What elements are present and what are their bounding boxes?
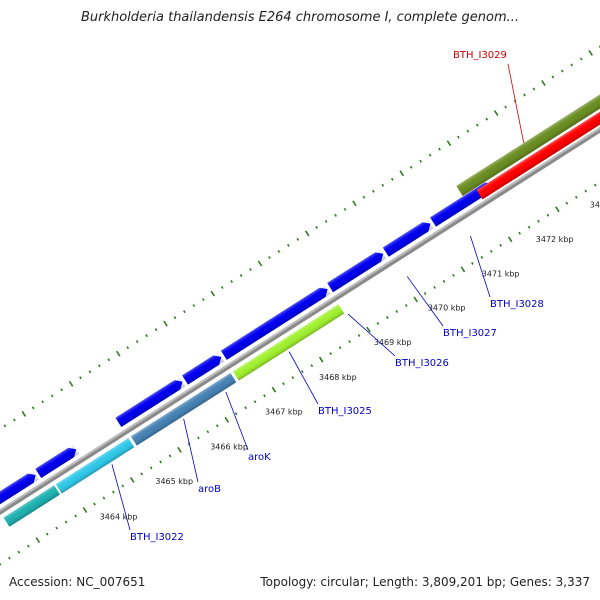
gene-label[interactable]: aroB xyxy=(198,484,221,495)
topology-text: Topology: circular; Length: 3,809,201 bp… xyxy=(260,575,590,589)
leader-line xyxy=(111,464,131,531)
kbp-label: 3464 kbp xyxy=(100,513,138,522)
leader-line xyxy=(288,351,319,405)
map-title: Burkholderia thailandensis E264 chromoso… xyxy=(80,10,520,25)
accession-text: Accession: NC_007651 xyxy=(9,575,146,589)
kbp-label: 3471 kbp xyxy=(482,269,520,278)
kbp-label: 3468 kbp xyxy=(319,373,357,382)
gene-label[interactable]: BTH_I3027 xyxy=(443,328,497,339)
kbp-label: 3466 kbp xyxy=(210,442,248,451)
kbp-label: 3473 kbp xyxy=(590,201,600,210)
leader-line xyxy=(225,391,249,451)
gene-label[interactable]: BTH_I3026 xyxy=(395,358,449,369)
leader-line xyxy=(470,236,491,298)
kbp-label: 3472 kbp xyxy=(536,235,574,244)
leader-line xyxy=(507,63,525,144)
kbp-label: 3470 kbp xyxy=(428,304,466,313)
gene-label[interactable]: BTH_I3029 xyxy=(453,50,507,61)
leader-line xyxy=(406,276,444,327)
gene-label[interactable]: BTH_I3028 xyxy=(490,299,544,310)
gene-label[interactable]: BTH_I3025 xyxy=(318,406,372,417)
kbp-label: 3467 kbp xyxy=(265,407,303,416)
kbp-label: 3469 kbp xyxy=(374,338,412,347)
gene-label[interactable]: BTH_I3022 xyxy=(130,532,184,543)
leader-line xyxy=(183,418,199,483)
kbp-label: 3465 kbp xyxy=(155,477,193,486)
leader-line xyxy=(347,313,396,357)
gene-label[interactable]: aroK xyxy=(248,452,271,463)
